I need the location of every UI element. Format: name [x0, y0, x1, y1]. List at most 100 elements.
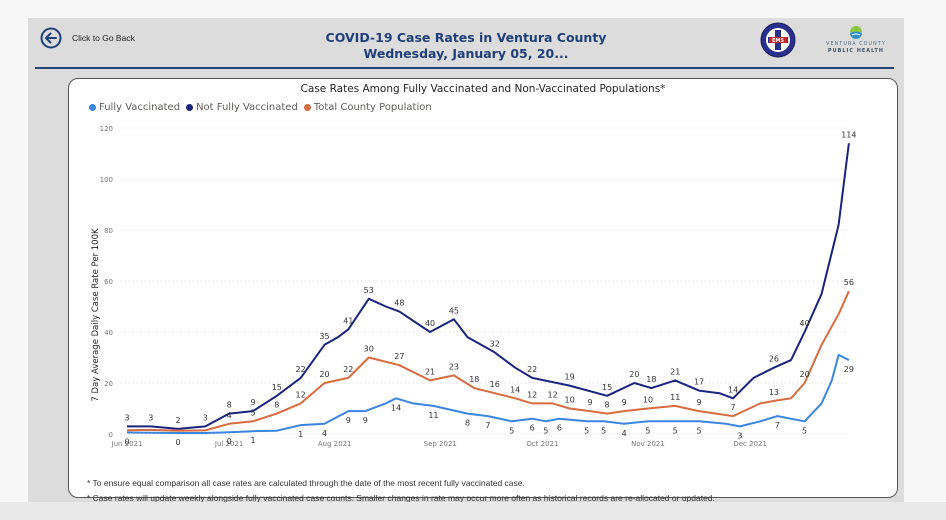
- data-label: 3: [148, 413, 153, 422]
- data-label: 48: [394, 299, 404, 308]
- data-label: 17: [694, 378, 704, 387]
- data-label: 12: [527, 390, 537, 399]
- data-label: 5: [543, 426, 548, 435]
- legend-item-fully-vaccinated[interactable]: Fully Vaccinated: [89, 102, 180, 113]
- data-label: 13: [769, 388, 779, 397]
- data-label: 21: [670, 367, 680, 376]
- data-label: 1: [298, 430, 303, 439]
- data-label: 45: [449, 306, 459, 315]
- data-label: 15: [272, 383, 282, 392]
- data-label: 10: [565, 396, 575, 405]
- public-health-logo: VENTURA COUNTY PUBLIC HEALTH: [820, 24, 892, 60]
- x-tick-label: Jun 2021: [111, 440, 143, 448]
- data-label: 8: [465, 419, 470, 428]
- data-label: 3: [124, 413, 129, 422]
- data-label: 53: [364, 286, 374, 295]
- data-label: 9: [588, 398, 593, 407]
- chart-title: Case Rates Among Fully Vaccinated and No…: [300, 83, 666, 95]
- y-tick-label: 60: [104, 278, 113, 286]
- data-label: 0: [227, 437, 232, 446]
- data-label: 27: [394, 352, 404, 361]
- series-line-not-fully-vaccinated: [127, 143, 850, 430]
- x-tick-label: Oct 2021: [526, 440, 558, 448]
- public-health-line2: PUBLIC HEALTH: [828, 49, 884, 54]
- data-label: 14: [391, 403, 401, 412]
- y-tick-label: 20: [104, 380, 113, 388]
- data-label: 0: [176, 438, 181, 447]
- data-label: 5: [250, 408, 255, 417]
- data-label: 9: [250, 398, 255, 407]
- data-label: 5: [673, 426, 678, 435]
- ems-seal-logo: EMS: [760, 22, 796, 58]
- data-label: 40: [800, 319, 810, 328]
- data-label: 114: [841, 130, 856, 139]
- back-arrow-icon[interactable]: [40, 27, 62, 49]
- data-label: 22: [296, 365, 306, 374]
- legend-item-total-county-population[interactable]: Total County Population: [303, 102, 432, 113]
- data-label: 7: [731, 403, 736, 412]
- legend-label: Not Fully Vaccinated: [196, 102, 298, 113]
- data-label: 32: [490, 339, 500, 348]
- bottom-scroll-area: [0, 502, 946, 520]
- y-tick-label: 40: [104, 329, 113, 337]
- data-label: 18: [646, 375, 656, 384]
- legend-dot-icon: [186, 104, 194, 111]
- data-label: 22: [527, 365, 537, 374]
- data-label: 5: [696, 426, 701, 435]
- y-tick-label: 0: [109, 431, 113, 439]
- x-tick-label: Sep 2021: [424, 440, 457, 448]
- x-tick-label: Jul 2021: [214, 440, 244, 448]
- y-axis-label: 7 Day Average Daily Case Rate Per 100K: [91, 228, 101, 402]
- axes: 7 Day Average Daily Case Rate Per 100K 0…: [91, 125, 767, 448]
- data-label: 5: [509, 426, 514, 435]
- legend-item-not-fully-vaccinated[interactable]: Not Fully Vaccinated: [186, 102, 298, 113]
- data-label: 6: [557, 424, 562, 433]
- legend-dot-icon: [89, 104, 96, 111]
- x-tick-label: Nov 2021: [631, 440, 665, 448]
- data-label: 6: [530, 424, 535, 433]
- header-divider: [35, 67, 894, 69]
- data-label: 1: [250, 436, 255, 445]
- footnote-2: * Case rates will update weekly alongsid…: [87, 493, 715, 503]
- data-label: 4: [227, 411, 232, 420]
- data-label: 40: [425, 319, 435, 328]
- data-label: 9: [346, 416, 351, 425]
- data-label: 18: [469, 375, 479, 384]
- back-button[interactable]: Click to Go Back: [72, 33, 135, 43]
- data-label: 22: [343, 365, 353, 374]
- data-label: 5: [645, 426, 650, 435]
- ems-logo-text: EMS: [772, 38, 784, 44]
- footnote-1: * To ensure equal comparison all case ra…: [87, 478, 525, 488]
- data-label: 14: [510, 385, 520, 394]
- series-line-total-county-population: [126, 290, 850, 432]
- data-label: 12: [296, 390, 306, 399]
- data-label: 14: [728, 385, 738, 394]
- legend-dot-icon: [303, 104, 311, 111]
- data-label: 4: [322, 429, 327, 438]
- page-title: COVID-19 Case Rates in Ventura County We…: [278, 30, 654, 62]
- data-label: 2: [176, 416, 181, 425]
- data-label: 23: [449, 362, 459, 371]
- data-label: 11: [670, 393, 680, 402]
- public-health-line1: VENTURA COUNTY: [826, 42, 886, 47]
- data-label: 11: [428, 411, 438, 420]
- data-label: 7: [775, 421, 780, 430]
- data-label: 26: [769, 355, 779, 364]
- data-label: 20: [800, 370, 810, 379]
- data-label: 30: [364, 345, 374, 354]
- data-label: 3: [203, 413, 208, 422]
- page-title-line2: Wednesday, January 05, 20...: [363, 46, 569, 61]
- data-label: 9: [696, 398, 701, 407]
- data-label: 20: [629, 370, 639, 379]
- series-lines: [126, 143, 850, 434]
- data-label: 5: [802, 426, 807, 435]
- line-chart[interactable]: 7 Day Average Daily Case Rate Per 100K 0…: [69, 119, 897, 489]
- x-tick-label: Aug 2021: [318, 440, 352, 448]
- data-label: 8: [605, 401, 610, 410]
- data-label: 9: [363, 416, 368, 425]
- data-label: 21: [425, 367, 435, 376]
- page-title-line1: COVID-19 Case Rates in Ventura County: [325, 30, 607, 45]
- y-tick-label: 100: [100, 176, 113, 184]
- data-label: 41: [343, 316, 353, 325]
- data-label: 8: [274, 401, 279, 410]
